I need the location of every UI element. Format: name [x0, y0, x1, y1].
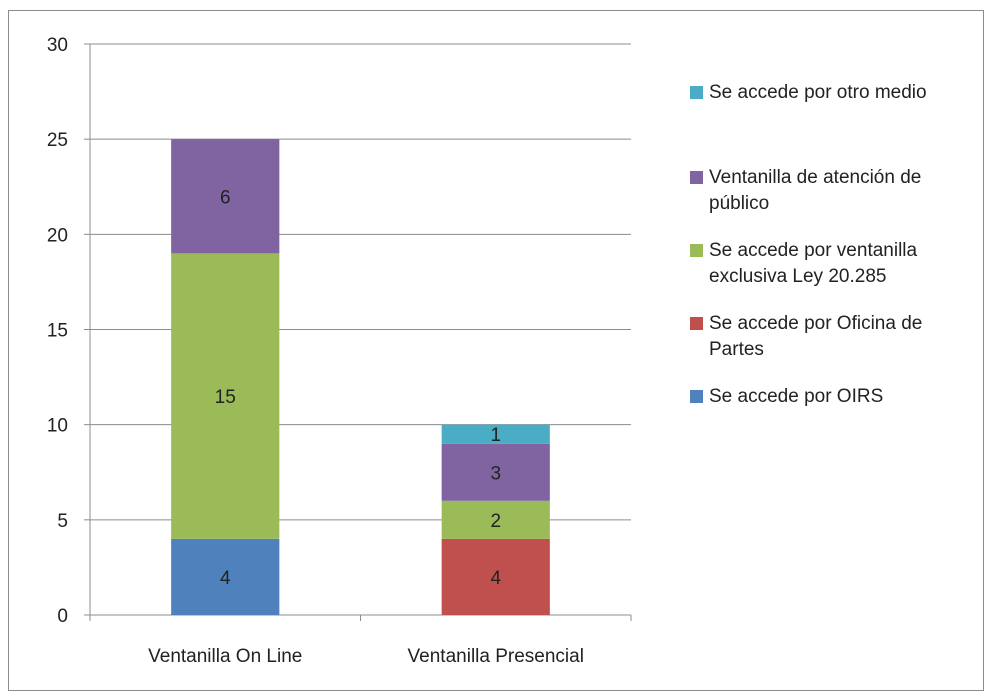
- bar-segment: [441, 443, 550, 501]
- legend-swatch: [690, 317, 703, 330]
- y-tick-label: 30: [47, 35, 68, 56]
- bar-segment: [171, 253, 280, 539]
- legend: Se accede por otro medio Ventanilla de at…: [690, 80, 986, 456]
- legend-item: Se accede por ventanilla exclusiva Ley 2…: [690, 238, 986, 290]
- legend-item: Ventanilla de atención de público: [690, 165, 986, 217]
- data-label: 4: [490, 568, 501, 589]
- y-tick-label: 0: [57, 606, 68, 627]
- data-label: 15: [215, 387, 236, 408]
- legend-swatch: [690, 244, 703, 257]
- legend-swatch: [690, 86, 703, 99]
- y-axis: 0 5 10 15 20 25 30: [47, 35, 91, 627]
- legend-item: Se accede por Oficina de Partes: [690, 311, 986, 363]
- y-tick-label: 10: [47, 416, 68, 437]
- bar-segment: [441, 538, 550, 615]
- bars: 4 15 6 4 2 3 1: [171, 139, 550, 615]
- x-category-label: Ventanilla Presencial: [408, 646, 584, 667]
- legend-label: Ventanilla de atención de público: [709, 167, 922, 214]
- legend-swatch: [690, 390, 703, 403]
- y-tick-label: 25: [47, 130, 68, 151]
- x-category-label: Ventanilla On Line: [148, 646, 302, 667]
- data-label: 4: [220, 568, 231, 589]
- bar-segment: [441, 424, 550, 444]
- legend-item: Se accede por otro medio: [690, 80, 986, 106]
- legend-label: Se accede por Oficina de Partes: [709, 313, 923, 360]
- y-tick-label: 5: [57, 511, 68, 532]
- bar-segment: [441, 500, 550, 539]
- bar-segment: [171, 538, 280, 615]
- data-label: 6: [220, 187, 231, 208]
- legend-swatch: [690, 171, 703, 184]
- legend-label: Se accede por ventanilla exclusiva Ley 2…: [709, 240, 918, 287]
- y-tick-label: 20: [47, 225, 68, 246]
- legend-label: Se accede por OIRS: [709, 386, 884, 407]
- legend-label: Se accede por otro medio: [709, 82, 927, 103]
- bar-segment: [171, 139, 280, 254]
- data-label: 2: [490, 511, 501, 532]
- data-label: 1: [490, 425, 501, 446]
- y-tick-label: 15: [47, 321, 68, 342]
- legend-item: Se accede por OIRS: [690, 384, 986, 410]
- data-label: 3: [490, 463, 501, 484]
- x-axis: Ventanilla On Line Ventanilla Presencial: [89, 614, 632, 667]
